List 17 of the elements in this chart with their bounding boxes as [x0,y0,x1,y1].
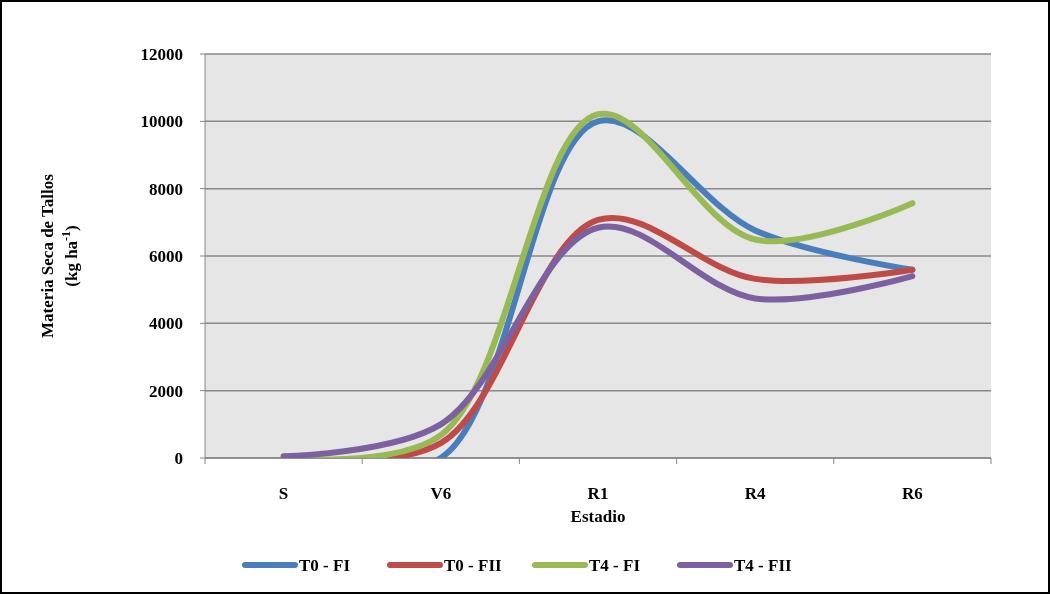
x-tick-label: R6 [902,484,923,503]
y-tick-label: 2000 [149,381,183,401]
legend-label: T0 - FI [299,555,351,575]
legend-label: T4 - FI [589,555,641,575]
y-tick-label: 0 [174,448,183,468]
y-tick-label: 6000 [149,246,183,266]
x-tick-label: V6 [430,484,452,503]
y-tick-label: 4000 [149,314,183,334]
legend-label: T0 - FII [444,555,502,575]
x-tick-label: R1 [587,484,609,503]
legend-label: T4 - FII [734,555,792,575]
y-tick-label: 12000 [140,44,183,64]
y-tick-label: 10000 [140,112,183,132]
x-tick-label: S [278,484,289,503]
x-tick-label: R4 [744,484,767,503]
x-axis-title: Estadio [570,507,626,526]
y-tick-label: 8000 [149,179,183,199]
